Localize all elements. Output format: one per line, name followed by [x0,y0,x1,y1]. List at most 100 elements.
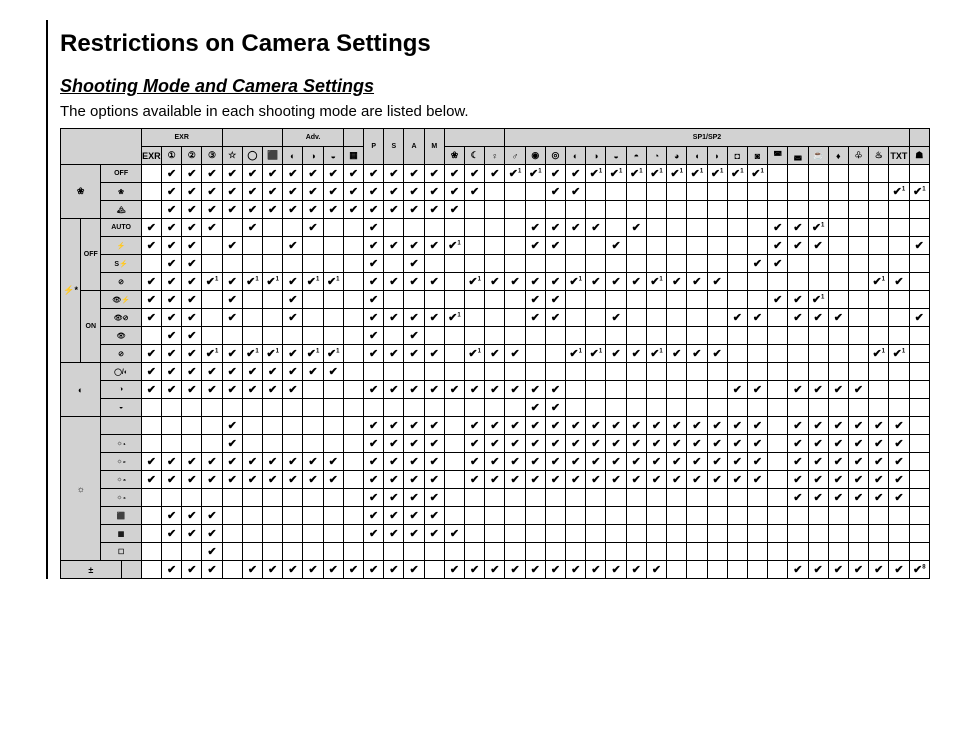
cell: ✔ [646,417,666,435]
cell [465,543,485,561]
cell [909,435,929,453]
cell [909,381,929,399]
cell: ✔ [384,309,404,327]
cell [444,219,464,237]
cell: ✔ [505,453,525,471]
cell [222,327,242,345]
cell: ✔1 [444,237,464,255]
cell [869,399,889,417]
cell [646,525,666,543]
cell: ✔ [162,507,182,525]
cell: ✔ [747,255,767,273]
cell [646,309,666,327]
cell: ✔ [525,399,545,417]
cell [808,525,828,543]
cell [747,525,767,543]
cell: ✔ [222,291,242,309]
cell [606,381,626,399]
cell [283,399,303,417]
cell: ✔ [404,561,424,579]
cell: ✔ [747,381,767,399]
cell [323,417,343,435]
header-spacer [61,129,142,165]
cell: ✔ [545,561,565,579]
cell: ✔ [202,381,222,399]
cell [768,417,788,435]
cell [222,255,242,273]
cell: ✔ [162,345,182,363]
cell [848,219,868,237]
cell: ✔ [606,471,626,489]
cell [768,309,788,327]
cell: ✔ [364,327,384,345]
cell [848,291,868,309]
cell: ✔ [424,489,444,507]
cell [788,255,808,273]
cell [364,399,384,417]
cell [848,345,868,363]
cell: ✔ [505,417,525,435]
cell: ✔ [828,453,848,471]
cell: ✔ [505,471,525,489]
cell [687,201,707,219]
cell: ✔ [566,561,586,579]
cell: ✔ [667,471,687,489]
cell [505,255,525,273]
cell [222,543,242,561]
cell: ✔1 [869,273,889,291]
cell [828,345,848,363]
cell [869,237,889,255]
cell [687,237,707,255]
cell: ✔ [303,453,323,471]
cell: ✔ [303,561,323,579]
cell [505,507,525,525]
cell [606,291,626,309]
cell [707,381,727,399]
section-title: Shooting Mode and Camera Settings [60,76,914,97]
cell: ✔ [788,561,808,579]
cell [283,507,303,525]
cell: ✔ [162,237,182,255]
cell [768,507,788,525]
cell [768,543,788,561]
row-sublabel: ▦ [101,525,141,543]
cell: ✔ [283,291,303,309]
cell: ✔ [283,201,303,219]
cell: ✔ [202,165,222,183]
mode-header: ♦ [828,147,848,165]
cell: ✔ [141,471,161,489]
cell: ✔ [545,273,565,291]
cell [687,399,707,417]
cell: ✔ [364,183,384,201]
cell: ✔1 [525,165,545,183]
cell [768,489,788,507]
cell: ✔1 [646,165,666,183]
cell [485,507,505,525]
cell [263,291,283,309]
cell [444,291,464,309]
cell [768,453,788,471]
cell: ✔ [727,417,747,435]
cell [162,489,182,507]
cell [848,507,868,525]
cell [263,525,283,543]
cell [768,345,788,363]
cell: ✔ [404,417,424,435]
cell [323,525,343,543]
cell [424,399,444,417]
row-sublabel: AUTO [101,219,141,237]
cell: ✔ [202,363,222,381]
cell [626,327,646,345]
cell [727,219,747,237]
cell [646,399,666,417]
cell [606,543,626,561]
cell [828,183,848,201]
cell: ✔ [182,237,202,255]
cell: ✔ [788,219,808,237]
cell: ✔ [242,363,262,381]
cell: ✔ [384,417,404,435]
cell: ✔ [283,165,303,183]
cell: ✔1 [566,345,586,363]
cell: ✔ [222,273,242,291]
cell [626,381,646,399]
